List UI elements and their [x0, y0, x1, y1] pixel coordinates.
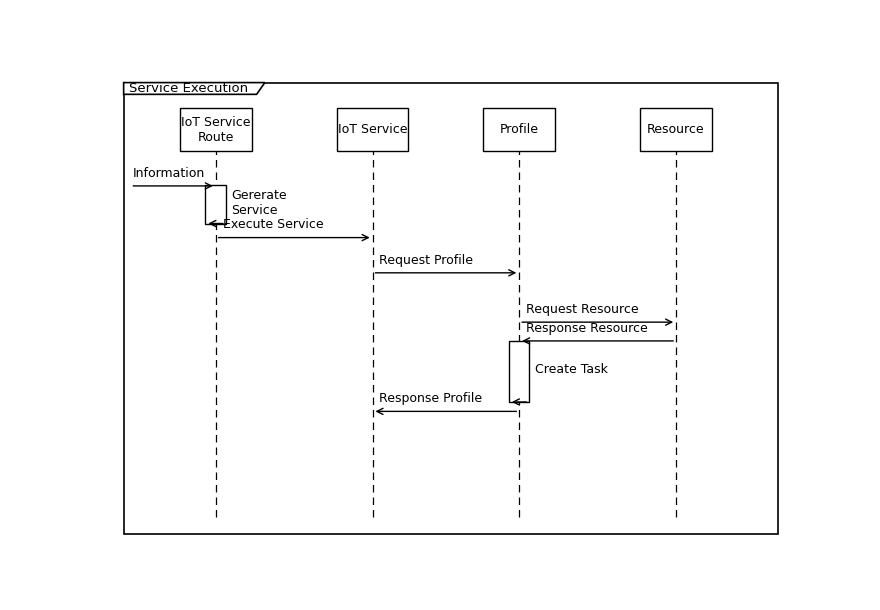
Bar	[206, 185, 226, 223]
Bar	[483, 109, 555, 151]
Bar	[641, 109, 712, 151]
Text: Execute Service: Execute Service	[223, 218, 323, 231]
Text: Response Resource: Response Resource	[526, 322, 648, 335]
Text: Resource: Resource	[648, 123, 705, 136]
Text: Service Execution: Service Execution	[129, 82, 248, 95]
Bar	[337, 109, 408, 151]
Polygon shape	[123, 82, 265, 95]
Bar	[180, 109, 252, 151]
Text: IoT Service
Route: IoT Service Route	[181, 115, 251, 143]
Text: IoT Service: IoT Service	[338, 123, 407, 136]
Bar	[509, 341, 530, 402]
Text: Response Profile: Response Profile	[379, 392, 482, 405]
Text: Request Profile: Request Profile	[379, 254, 473, 267]
Text: Profile: Profile	[500, 123, 539, 136]
Text: Gererate
Service: Gererate Service	[231, 189, 287, 217]
Text: Information: Information	[133, 167, 205, 180]
Text: Request Resource: Request Resource	[526, 303, 639, 316]
Text: Create Task: Create Task	[535, 362, 608, 376]
